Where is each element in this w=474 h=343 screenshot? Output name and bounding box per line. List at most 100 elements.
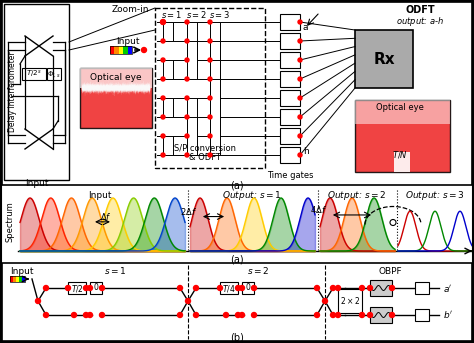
Text: Input: Input [10,267,34,275]
Text: & ODFT: & ODFT [189,154,221,163]
Text: $s=1$: $s=1$ [162,10,182,21]
Circle shape [44,312,48,318]
Bar [338,289,362,313]
Circle shape [330,312,336,318]
Bar [280,33,300,49]
Circle shape [83,285,89,291]
Bar [163,22,173,41]
Bar [394,152,410,172]
Text: f: f [473,246,474,256]
Circle shape [208,153,212,157]
Text: Rx: Rx [373,51,395,67]
Circle shape [336,312,340,318]
Bar [355,100,450,172]
Text: $2\Delta f$: $2\Delta f$ [180,206,197,217]
Circle shape [367,285,373,291]
Bar [4,4,69,180]
Text: $T/N$: $T/N$ [392,150,408,161]
Bar [187,117,197,155]
Bar [415,309,429,321]
Circle shape [390,312,394,318]
Bar [128,46,132,54]
Text: $T/4$: $T/4$ [222,283,236,294]
Bar [10,276,25,282]
Bar [415,282,429,294]
Bar [280,128,300,144]
Text: h: h [303,147,309,156]
Circle shape [208,39,212,43]
Text: $T/2$: $T/2$ [71,283,83,294]
Circle shape [298,20,302,24]
Circle shape [236,312,240,318]
Circle shape [330,285,336,291]
Text: Input: Input [25,179,49,189]
Circle shape [161,39,165,43]
Circle shape [185,20,189,24]
Text: Output: $s=3$: Output: $s=3$ [405,189,465,201]
Circle shape [185,298,191,304]
Text: $s=3$: $s=3$ [210,10,231,21]
Circle shape [208,134,212,138]
Bar [210,41,220,117]
Circle shape [239,285,245,291]
Bar [22,276,25,282]
Circle shape [83,312,89,318]
Text: Zoom-in: Zoom-in [111,5,149,14]
Circle shape [208,96,212,100]
Bar [280,90,300,106]
Bar [280,52,300,68]
Circle shape [298,77,302,81]
Bar [110,46,132,54]
Bar [210,22,220,98]
Circle shape [298,115,302,119]
Bar [220,282,238,294]
Text: $T/2^s$: $T/2^s$ [26,69,42,80]
Bar [114,46,119,54]
Circle shape [218,285,222,291]
Circle shape [44,285,48,291]
Bar [163,136,173,155]
Circle shape [161,115,165,119]
Circle shape [298,134,302,138]
Circle shape [185,134,189,138]
Text: Input: Input [88,190,112,200]
Circle shape [161,134,165,138]
Bar [123,46,128,54]
Bar [280,109,300,125]
Circle shape [185,77,189,81]
Bar [370,280,392,296]
Circle shape [193,285,199,291]
Bar [155,8,265,168]
Bar [187,41,197,79]
Circle shape [72,312,76,318]
Text: Optical eye: Optical eye [90,73,142,83]
Bar [355,100,450,124]
Text: a: a [303,24,309,33]
Bar [22,68,46,80]
Bar [370,307,392,323]
Text: (a): (a) [230,254,244,264]
Circle shape [161,77,165,81]
Bar [163,60,173,79]
Circle shape [161,20,165,24]
Bar [163,98,173,117]
Text: $s=1$: $s=1$ [104,265,127,276]
Circle shape [315,312,319,318]
Circle shape [161,96,165,100]
Text: S/P conversion: S/P conversion [174,143,236,153]
Text: (b): (b) [230,332,244,342]
Text: $a'$: $a'$ [443,283,453,294]
Circle shape [65,285,71,291]
Circle shape [298,153,302,157]
Bar [355,30,413,88]
Circle shape [322,298,328,304]
Bar [280,71,300,87]
Circle shape [161,20,165,24]
Text: Delay interferometer: Delay interferometer [9,52,18,132]
Circle shape [390,220,396,225]
Circle shape [185,115,189,119]
Circle shape [359,312,365,318]
Text: $4\Delta f$: $4\Delta f$ [310,204,327,215]
Bar [19,276,22,282]
Circle shape [161,58,165,62]
